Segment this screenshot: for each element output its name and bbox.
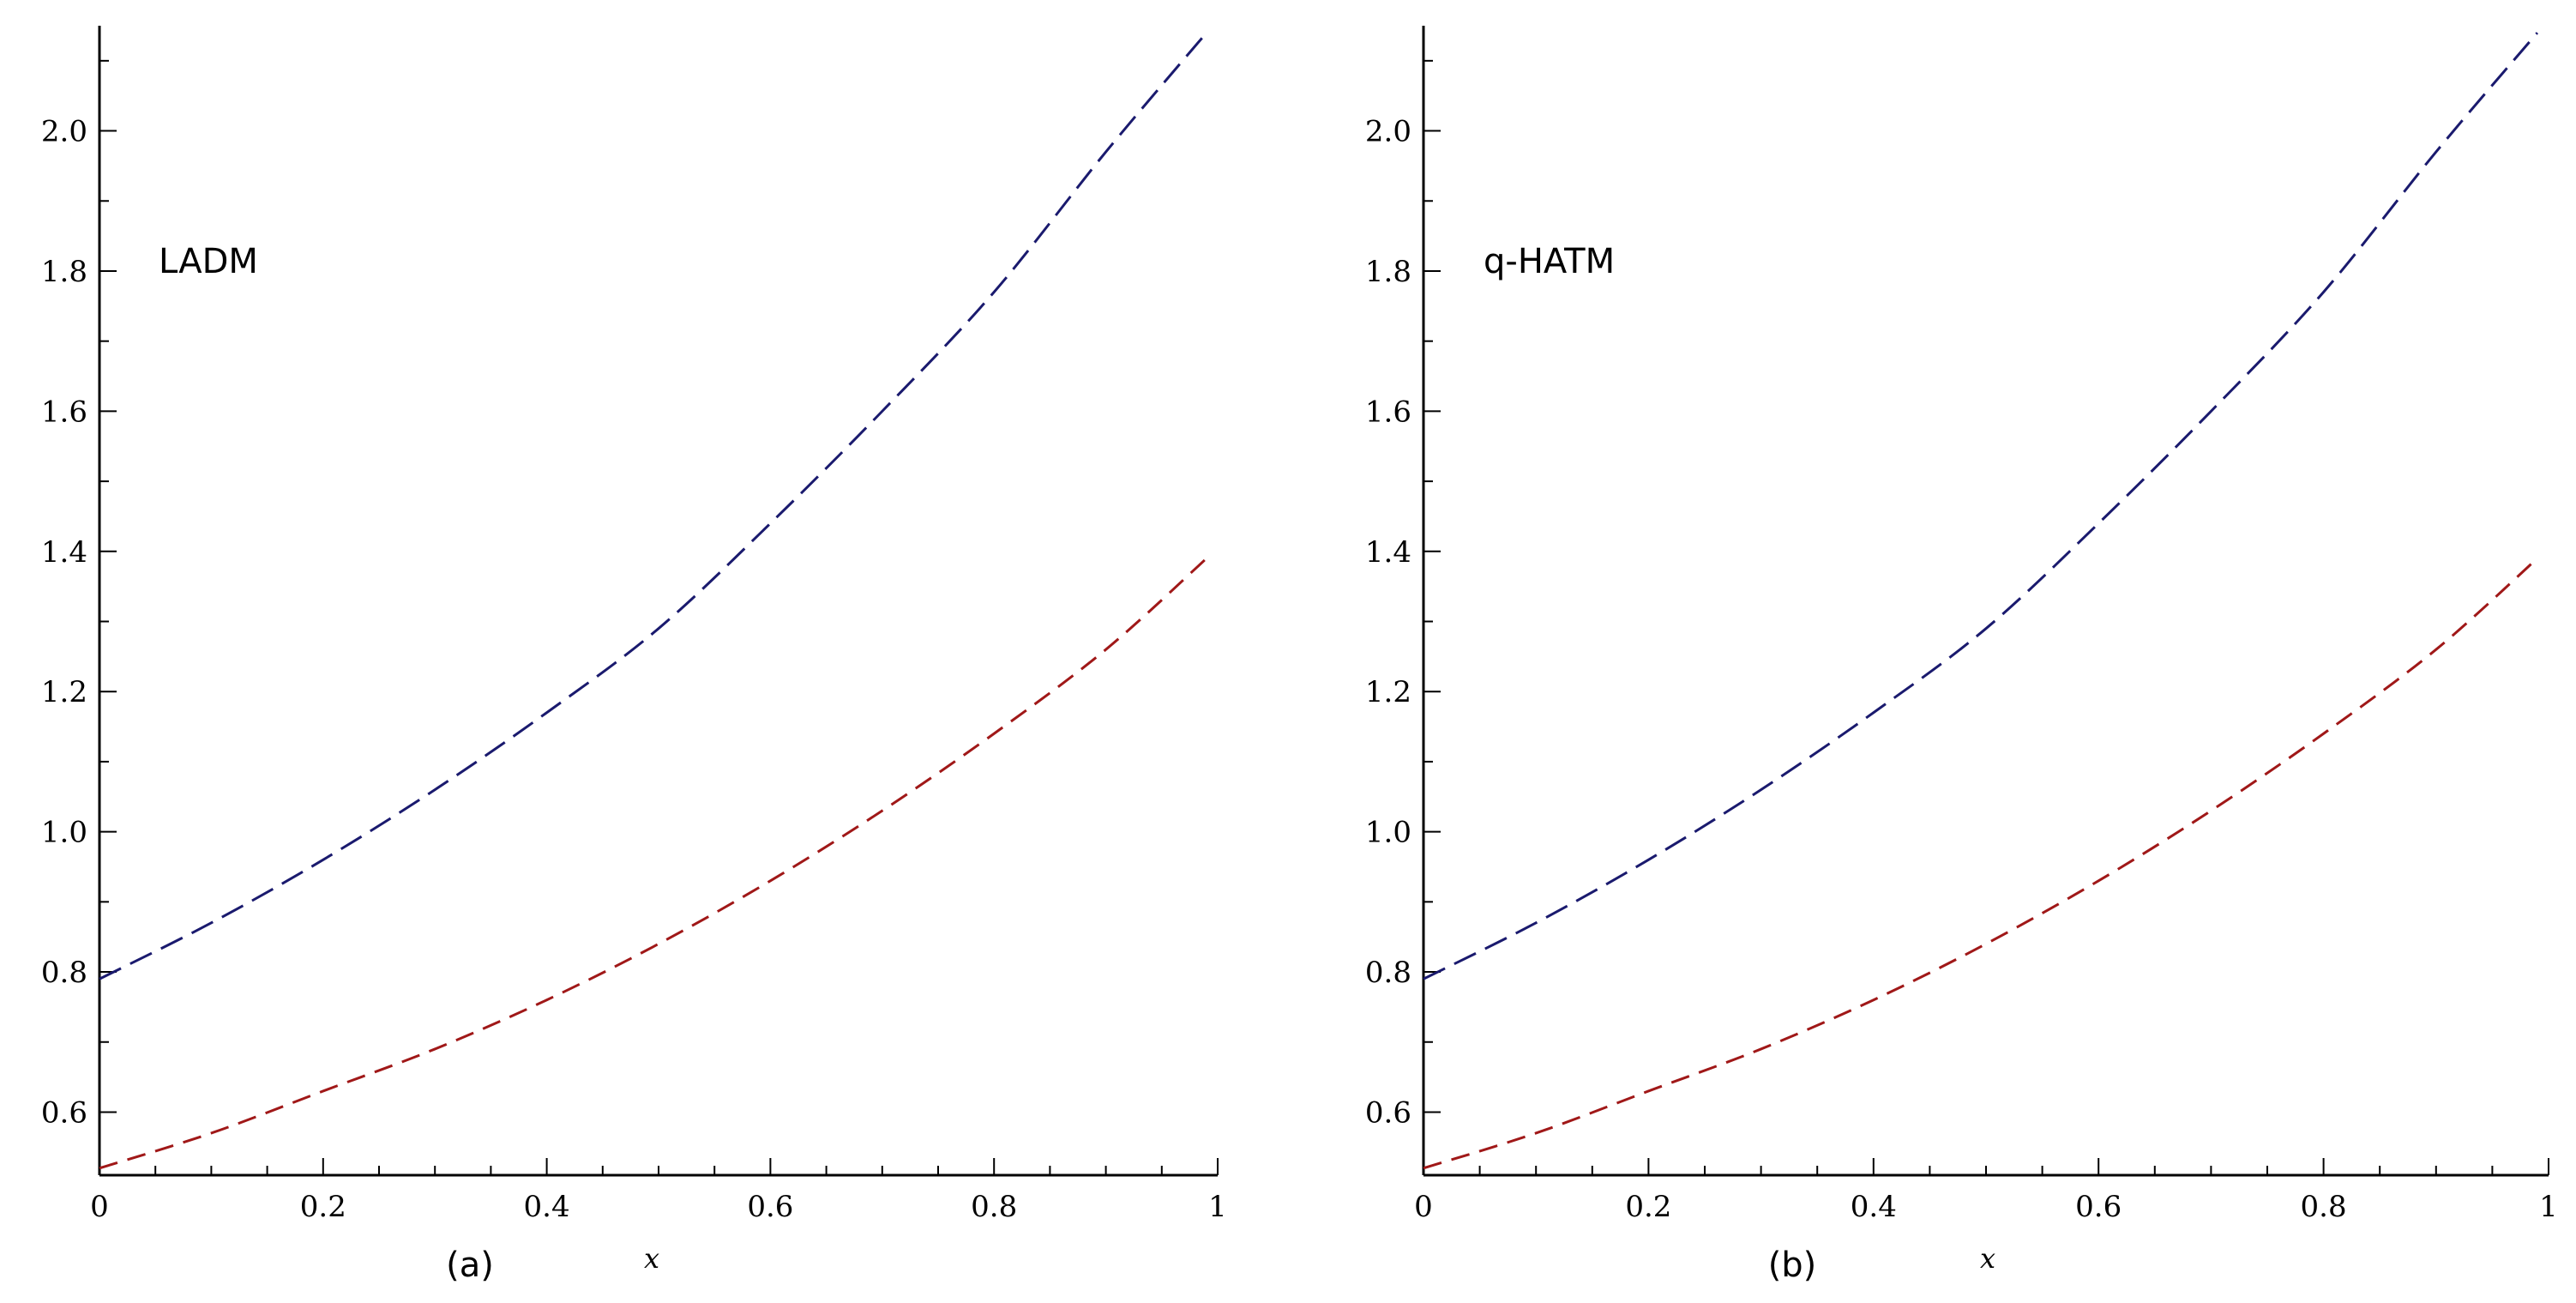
panel-label: (a): [446, 1246, 494, 1285]
y-tick-label: 1.4: [41, 535, 87, 570]
panel-a: 0 0.2 0.4 0.6 0.8 1 0.6 0.8 1.0 1.2 1.4 1.6 1.8 2.0 LA…: [41, 26, 1227, 1285]
y-tick-label: 0.8: [1365, 956, 1411, 990]
x-tick-label: 1: [2539, 1190, 2558, 1224]
x-tick-label: 0.6: [747, 1190, 793, 1224]
method-annotation: q-HATM: [1484, 242, 1615, 281]
y-tick-label: 1.8: [41, 255, 87, 289]
x-tick-label: 0: [90, 1190, 109, 1224]
y-tick-label: 1.0: [41, 816, 87, 850]
y-tick-label: 2.0: [41, 115, 87, 149]
x-tick-label: 0.4: [1851, 1190, 1897, 1224]
x-tick-label: 0.8: [2301, 1190, 2347, 1224]
x-axis-title: x: [1980, 1242, 1995, 1275]
y-tick-label: 1.2: [1365, 675, 1411, 709]
panel-b: 0 0.2 0.4 0.6 0.8 1 0.6 0.8 1.0 1.2 1.4 1.6 1.8 2.0 q-…: [1365, 26, 2558, 1285]
y-tick-label: 1.6: [41, 395, 87, 429]
y-tick-label: 1.6: [1365, 395, 1411, 429]
x-tick-label: 0.8: [971, 1190, 1017, 1224]
series-line-1: [1423, 557, 2538, 1170]
series-line-1: [99, 557, 1207, 1170]
y-tick-label: 1.4: [1365, 535, 1411, 570]
y-tick-label: 2.0: [1365, 115, 1411, 149]
y-tick-label: 1.0: [1365, 816, 1411, 850]
y-tick-label: 1.8: [1365, 255, 1411, 289]
y-tick-label: 0.6: [41, 1095, 87, 1130]
y-tick-label: 1.2: [41, 675, 87, 709]
x-tick-label: 0.2: [1625, 1190, 1671, 1224]
x-tick-label: 0.6: [2075, 1190, 2122, 1224]
series-line-0: [1423, 32, 2539, 980]
series-line-0: [99, 32, 1208, 980]
y-tick-label: 0.6: [1365, 1095, 1411, 1130]
y-tick-label: 0.8: [41, 956, 87, 990]
x-tick-label: 0.4: [524, 1190, 570, 1224]
method-annotation: LADM: [159, 242, 258, 281]
x-axis-title: x: [644, 1242, 659, 1275]
x-tick-label: 1: [1208, 1190, 1227, 1224]
x-tick-label: 0: [1414, 1190, 1433, 1224]
panel-label: (b): [1768, 1246, 1817, 1285]
x-tick-label: 0.2: [300, 1190, 346, 1224]
